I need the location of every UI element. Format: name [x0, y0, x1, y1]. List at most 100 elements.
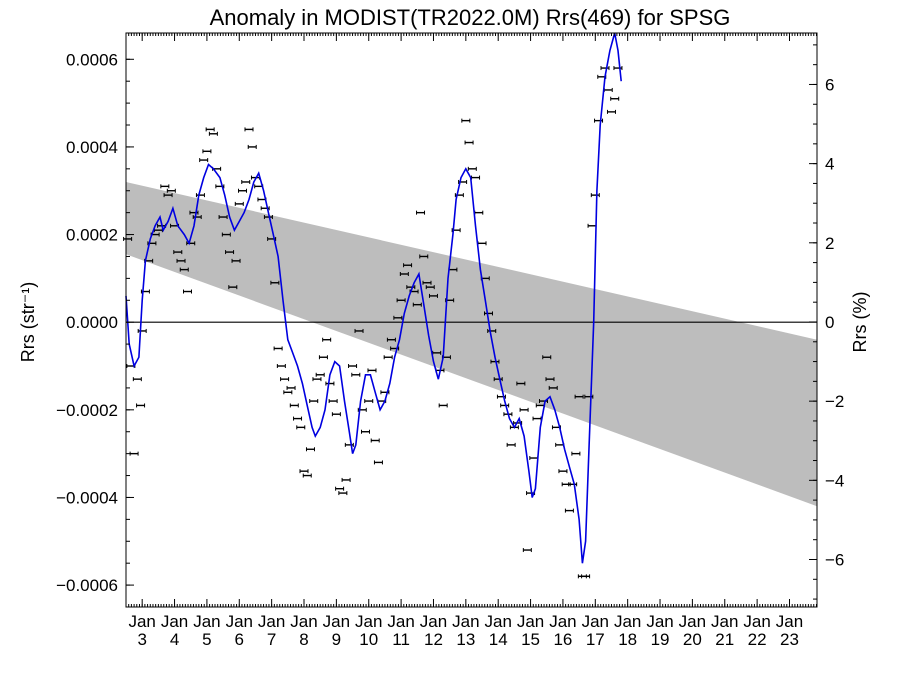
observation-point	[228, 285, 238, 290]
observation-point	[425, 285, 435, 290]
right-tick-label: −4	[825, 471, 844, 490]
x-tick-year-label: 7	[267, 630, 276, 649]
observation-point	[545, 377, 555, 382]
observation-point	[558, 469, 568, 474]
observation-point	[587, 223, 597, 228]
chart-title: Anomaly in MODIST(TR2022.0M) Rrs(469) fo…	[210, 5, 731, 30]
x-tick-month-label: Jan	[614, 612, 641, 631]
x-tick-month-label: Jan	[679, 612, 706, 631]
observation-point	[386, 337, 396, 342]
observation-point	[500, 403, 510, 408]
x-tick-year-label: 22	[748, 630, 767, 649]
x-tick-year-label: 16	[553, 630, 572, 649]
observation-point	[132, 377, 142, 382]
observation-point	[412, 302, 422, 307]
observation-point	[571, 451, 581, 456]
observation-point	[603, 87, 613, 92]
x-tick-month-label: Jan	[517, 612, 544, 631]
observation-point	[422, 280, 432, 285]
observation-point	[516, 381, 526, 386]
x-tick-month-label: Jan	[776, 612, 803, 631]
observation-point	[273, 346, 283, 351]
observation-point	[564, 508, 574, 513]
left-tick-label: 0.0006	[66, 50, 118, 69]
observation-point	[192, 215, 202, 220]
observation-point	[289, 403, 299, 408]
x-tick-year-label: 15	[521, 630, 540, 649]
observation-point	[182, 289, 192, 294]
x-tick-year-label: 19	[651, 630, 670, 649]
observation-point	[532, 416, 542, 421]
observation-point	[136, 403, 146, 408]
x-tick-year-label: 11	[392, 630, 410, 649]
observation-point	[490, 359, 500, 364]
observation-point	[373, 460, 383, 465]
observation-point	[428, 293, 438, 298]
axes: −0.0006 −0.0004 −0.0002 0.0000 0.0002 0.0004 0…	[56, 32, 844, 649]
x-tick-year-label: 3	[137, 630, 146, 649]
observation-point	[283, 390, 293, 395]
observation-point	[574, 394, 584, 399]
observation-point	[302, 473, 312, 478]
right-tick-label: 2	[825, 234, 834, 253]
observation-point	[438, 403, 448, 408]
observation-point	[331, 412, 341, 417]
smoothed-series-line	[125, 32, 622, 564]
x-tick-month-label: Jan	[258, 612, 285, 631]
observation-point	[160, 184, 170, 189]
observation-point	[270, 280, 280, 285]
observation-point	[305, 447, 315, 452]
x-tick-month-label: Jan	[355, 612, 382, 631]
observation-point	[322, 337, 332, 342]
right-tick-label: 4	[825, 155, 834, 174]
observation-point	[370, 438, 380, 443]
observation-point	[487, 328, 497, 333]
observation-point	[208, 131, 218, 136]
x-tick-month-label: Jan	[484, 612, 511, 631]
observation-point	[276, 364, 286, 369]
x-tick-month-label: Jan	[420, 612, 447, 631]
x-tick-year-label: 18	[618, 630, 637, 649]
observation-point	[137, 328, 147, 333]
observation-point	[506, 442, 516, 447]
observation-point	[247, 144, 257, 149]
observation-point	[225, 250, 235, 255]
x-tick-year-label: 5	[202, 630, 211, 649]
x-tick-month-label: Jan	[387, 612, 414, 631]
observation-point	[483, 311, 493, 316]
x-tick-month-label: Jan	[323, 612, 350, 631]
x-tick-month-label: Jan	[646, 612, 673, 631]
x-tick-year-label: 14	[489, 630, 508, 649]
observation-point	[383, 355, 393, 360]
observation-point	[467, 166, 477, 171]
x-tick-month-label: Jan	[226, 612, 253, 631]
observation-point	[244, 127, 254, 132]
observation-point	[464, 140, 474, 145]
observation-point	[202, 149, 212, 154]
observation-point	[548, 385, 558, 390]
left-tick-label: −0.0002	[56, 401, 118, 420]
observation-point	[590, 193, 600, 198]
observation-point	[367, 368, 377, 373]
observation-point	[581, 574, 591, 579]
x-tick-year-label: 4	[170, 630, 179, 649]
observation-point	[522, 548, 532, 553]
observation-point	[179, 267, 189, 272]
observation-point	[234, 201, 244, 206]
plot-area	[123, 32, 817, 579]
observation-point	[542, 355, 552, 360]
observation-point	[280, 377, 290, 382]
observation-point	[286, 385, 296, 390]
observation-point	[399, 271, 409, 276]
x-tick-year-label: 17	[586, 630, 605, 649]
observation-point	[351, 372, 361, 377]
observation-point	[231, 258, 241, 263]
observation-point	[519, 407, 529, 412]
x-tick-month-label: Jan	[161, 612, 188, 631]
observation-point	[354, 328, 364, 333]
observation-point	[293, 416, 303, 421]
observation-point	[461, 118, 471, 123]
x-tick-year-label: 8	[299, 630, 308, 649]
observation-point	[299, 469, 309, 474]
observation-point	[403, 263, 413, 268]
